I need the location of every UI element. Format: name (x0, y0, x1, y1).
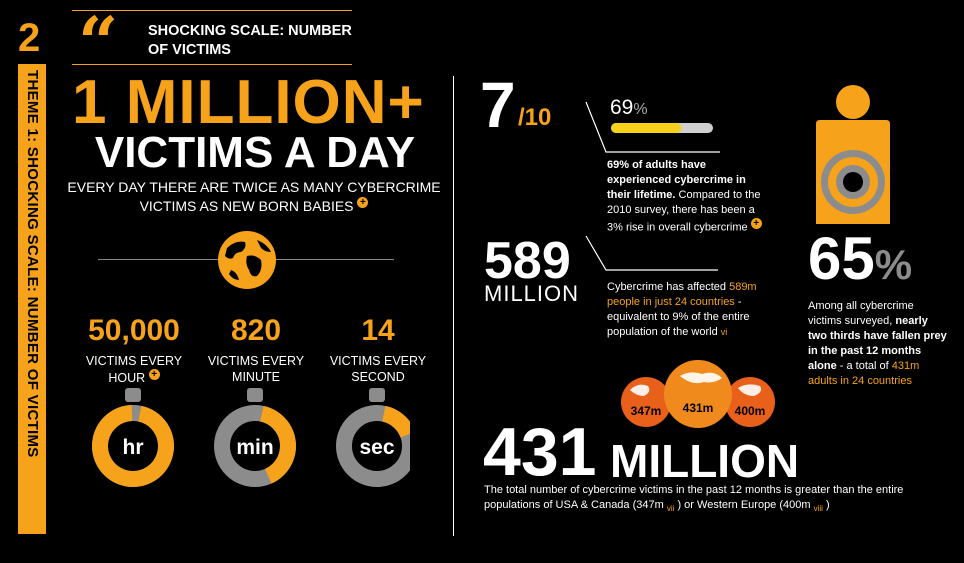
globe-icon (218, 231, 276, 289)
section-title-line2: OF VICTIMS (148, 42, 231, 58)
percent-69-sign: % (633, 101, 648, 118)
quote-mark-icon: “ (78, 1, 119, 84)
text-65-orange: 431m adults in 24 countries (808, 360, 920, 387)
rate-second-label: VICTIMS EVERY SECOND (318, 353, 438, 385)
headline-million: 1 MILLION+ (72, 68, 425, 137)
rate-second-label-line2: SECOND (351, 370, 405, 384)
rate-hour-label-line2-wrap: HOUR + (74, 369, 194, 386)
number-589: 589 (484, 232, 571, 290)
header-bottom-rule (72, 64, 352, 65)
text-65-b: - a total of (836, 360, 892, 372)
target-person-icon (816, 85, 890, 224)
text-69-description: 69% of adults have experienced cybercrim… (607, 158, 767, 236)
percent-65-value: 65 (808, 225, 875, 292)
bubble-label-347m: 347m (630, 404, 662, 418)
percent-69-value: 69 (610, 96, 634, 119)
text-69-bold: 69% of adults have experienced cybercrim… (607, 159, 746, 201)
bubble-label-431m: 431m (682, 401, 714, 415)
progress-bar-69 (611, 123, 713, 133)
footnote-vii: vii (666, 504, 675, 514)
number-589-unit: MILLION (484, 281, 580, 306)
theme-side-bar: THEME 1: SHOCKING SCALE: NUMBER OF VICTI… (18, 64, 46, 534)
text-589-b: - equivalent to 9% of the entire populat… (607, 296, 750, 338)
rate-hour-label-line1: VICTIMS EVERY (85, 354, 183, 368)
text-589-orange: 589m people in just 24 countries (607, 281, 757, 308)
timer-dials: hr min sec (92, 388, 410, 488)
headline-desc-line2-wrap: VICTIMS AS NEW BORN BABIES + (62, 197, 446, 216)
text-69-rest: Compared to the 2010 survey, there has b… (607, 189, 761, 234)
info-plus-icon[interactable]: + (357, 197, 369, 209)
text-431-c: ) (822, 499, 830, 511)
section-title-line1: SHOCKING SCALE: NUMBER (148, 23, 352, 39)
dial-hr: hr (92, 388, 174, 487)
column-divider (453, 76, 454, 536)
number-431: 431 (483, 414, 597, 490)
map-shape-icon (630, 384, 650, 396)
info-plus-icon[interactable]: + (148, 369, 160, 380)
percent-65: 65% (808, 226, 912, 298)
section-title: SHOCKING SCALE: NUMBER OF VICTIMS (148, 22, 358, 60)
seven-numerator: 7 (480, 69, 516, 141)
text-65-a: Among all cybercrime victims surveyed, (808, 300, 914, 327)
europe-map-icon (738, 384, 762, 396)
rate-second-value: 14 (361, 314, 395, 347)
seven-denominator: /10 (518, 104, 552, 131)
headline-victims-a-day: VICTIMS A DAY (94, 128, 416, 177)
headline-description: EVERY DAY THERE ARE TWICE AS MANY CYBERC… (62, 178, 446, 216)
pointer-line-69 (585, 101, 720, 153)
number-431-unit: MILLION (610, 435, 800, 487)
text-589-a: Cybercrime has affected (607, 281, 730, 293)
text-589-description: Cybercrime has affected 589m people in j… (607, 280, 767, 340)
info-plus-icon[interactable]: + (750, 218, 762, 229)
rate-hour-value: 50,000 (88, 314, 180, 347)
header-top-rule (72, 10, 352, 11)
footnote-viii: viii (813, 504, 823, 514)
region-bubbles (621, 360, 775, 428)
rate-second-label-line1: VICTIMS EVERY (329, 354, 427, 368)
headline-desc-line2: VICTIMS AS NEW BORN BABIES (139, 198, 354, 214)
rate-minute-label-line2: MINUTE (232, 370, 280, 384)
bubble-western-europe (725, 377, 775, 427)
percent-69: 69% (610, 96, 648, 120)
dial-knob-sec (369, 388, 385, 402)
dial-label-min: min (236, 436, 273, 459)
text-65-description: Among all cybercrime victims surveyed, n… (808, 299, 948, 389)
text-431-description: The total number of cybercrime victims i… (484, 483, 904, 516)
dial-track-sec (336, 405, 410, 487)
progress-bar-69-fill (611, 123, 682, 133)
text-431-a: The total number of cybercrime victims i… (484, 484, 904, 511)
dial-label-sec: sec (359, 436, 394, 459)
world-map-icon (680, 372, 722, 384)
theme-number: 2 (18, 16, 41, 60)
rate-hour-label-line2: HOUR (108, 371, 146, 386)
rate-minute-value: 820 (230, 314, 282, 347)
dial-sec: sec (336, 388, 410, 487)
dial-fill-sec (336, 404, 410, 487)
text-431-b: ) or Western Europe (400m (674, 499, 814, 511)
footnote-vi: vi (720, 327, 728, 337)
dial-fill-hr (92, 405, 174, 487)
bubble-label-400m: 400m (734, 404, 766, 418)
percent-65-sign: % (874, 241, 913, 288)
headline-desc-line1: EVERY DAY THERE ARE TWICE AS MANY CYBERC… (67, 179, 441, 195)
dial-knob-hr (125, 388, 141, 402)
rate-minute-label-line1: VICTIMS EVERY (207, 354, 305, 368)
pointer-line-589 (585, 235, 718, 271)
dial-knob-min (247, 388, 263, 402)
dial-fill-min (214, 405, 296, 488)
theme-vertical-label: THEME 1: SHOCKING SCALE: NUMBER OF VICTI… (24, 70, 41, 458)
dial-label-hr: hr (123, 436, 144, 459)
rate-hour-label: VICTIMS EVERY HOUR + (74, 353, 194, 386)
text-65-bold: nearly two thirds have fallen prey in th… (808, 315, 947, 372)
bubble-usa-canada (621, 377, 671, 427)
dial-min: min (214, 388, 296, 488)
rate-minute-label: VICTIMS EVERY MINUTE (196, 353, 316, 385)
